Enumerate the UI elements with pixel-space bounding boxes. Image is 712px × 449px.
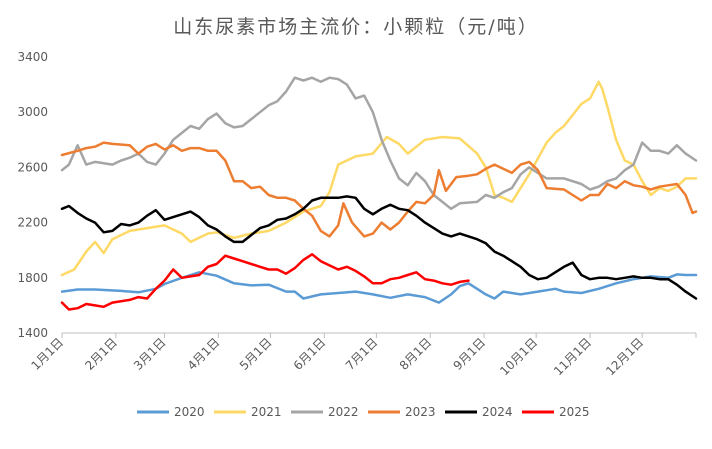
- series-line-2023: [60, 141, 698, 238]
- x-tick-label: 12月1日: [603, 335, 646, 378]
- y-tick-label: 3000: [17, 105, 48, 119]
- y-tick-label: 1400: [17, 326, 48, 340]
- x-tick-label: 5月1日: [237, 335, 275, 373]
- x-tick-label: 9月1日: [451, 335, 489, 373]
- series-line-2021: [60, 80, 698, 277]
- chart-title: 山东尿素市场主流价：小颗粒（元/吨）: [173, 16, 539, 38]
- x-tick-label: 10月1日: [497, 335, 540, 378]
- series-line-2025: [60, 253, 470, 311]
- legend-label-2025: 2025: [559, 405, 590, 419]
- series-lines: [60, 76, 698, 311]
- legend-label-2023: 2023: [405, 405, 436, 419]
- x-tick-label: 7月1日: [343, 335, 381, 373]
- legend-label-2020: 2020: [174, 405, 205, 419]
- x-tick-label: 6月1日: [291, 335, 329, 373]
- x-tick-label: 8月1日: [397, 335, 435, 373]
- x-tick-label: 1月1日: [28, 335, 66, 373]
- legend: 2020 2021 2022 2023 2024 2025: [137, 405, 590, 419]
- y-tick-label: 2600: [17, 160, 48, 174]
- x-tick-label: 3月1日: [131, 335, 169, 373]
- y-tick-label: 1800: [17, 271, 48, 285]
- y-tick-label: 3400: [17, 50, 48, 64]
- legend-label-2022: 2022: [328, 405, 359, 419]
- legend-label-2024: 2024: [482, 405, 513, 419]
- x-tick-label: 2月1日: [82, 335, 120, 373]
- x-tick-label: 11月1日: [551, 335, 594, 378]
- x-tick-label: 4月1日: [185, 335, 223, 373]
- legend-label-2021: 2021: [251, 405, 282, 419]
- series-line-2024: [60, 195, 698, 300]
- series-line-2022: [60, 76, 698, 211]
- y-tick-label: 2200: [17, 216, 48, 230]
